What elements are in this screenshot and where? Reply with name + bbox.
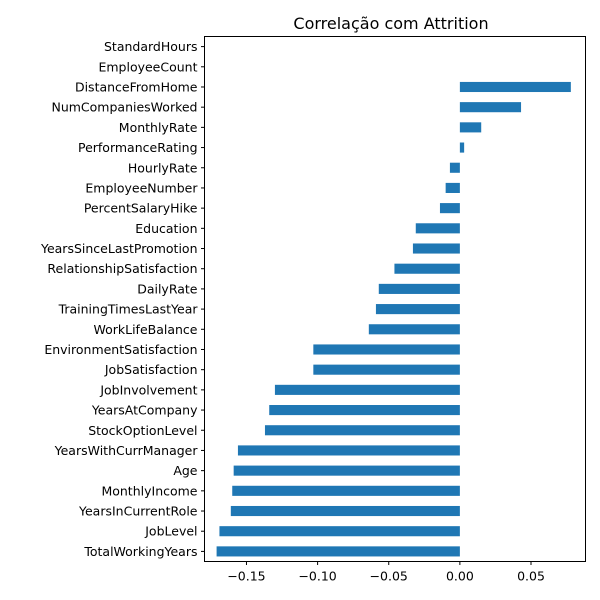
bar-years-with-curr-manager <box>237 445 460 456</box>
bars-group <box>216 81 571 557</box>
bar-relationship-satisfaction <box>394 263 460 274</box>
y-tick-label: MonthlyIncome <box>101 483 197 498</box>
bar-work-life-balance <box>368 324 460 335</box>
y-tick-label: StockOptionLevel <box>88 423 197 438</box>
bar-job-level <box>219 526 460 537</box>
bar-percent-salary-hike <box>439 203 460 214</box>
x-tick-label: 0.00 <box>446 569 474 584</box>
bar-years-in-current-role <box>230 505 460 517</box>
bar-environment-satisfaction <box>313 344 460 355</box>
y-tick-label: WorkLifeBalance <box>93 322 197 337</box>
y-tick-label: HourlyRate <box>128 160 198 175</box>
bar-years-at-company <box>269 405 460 416</box>
y-tick-label: YearsInCurrentRole <box>78 504 198 519</box>
y-tick-label: TrainingTimesLastYear <box>58 302 199 317</box>
y-tick-label: JobLevel <box>144 524 197 539</box>
y-tick-label: EnvironmentSatisfaction <box>44 342 197 357</box>
bar-stock-option-level <box>264 425 460 436</box>
bar-age <box>233 465 460 476</box>
bar-monthly-rate <box>459 122 482 133</box>
x-tick-label: −0.10 <box>298 569 336 584</box>
y-tick-label: RelationshipSatisfaction <box>47 261 197 276</box>
y-tick-label: JobSatisfaction <box>104 362 198 377</box>
y-tick-label: DailyRate <box>137 281 198 296</box>
bar-job-satisfaction <box>313 364 460 375</box>
bar-employee-number <box>445 182 460 193</box>
x-axis: −0.15 −0.10 −0.05 0.00 0.05 <box>227 561 545 584</box>
y-tick-label: EmployeeNumber <box>85 180 198 195</box>
y-axis: StandardHours EmployeeCount DistanceFromHo… <box>40 39 205 559</box>
y-tick-label: StandardHours <box>104 39 198 54</box>
y-tick-label: YearsSinceLastPromotion <box>40 241 198 256</box>
y-tick-label: PercentSalaryHike <box>84 201 198 216</box>
y-tick-label: PerformanceRating <box>78 140 198 155</box>
x-tick-label: −0.15 <box>227 569 265 584</box>
y-tick-label: JobInvolvement <box>99 382 197 397</box>
y-tick-label: Age <box>173 463 197 478</box>
y-tick-label: EmployeeCount <box>98 59 197 74</box>
bar-num-companies-worked <box>459 102 522 113</box>
bar-years-since-last-promotion <box>412 243 460 254</box>
bar-daily-rate <box>378 283 460 294</box>
bar-hourly-rate <box>449 162 460 173</box>
y-tick-label: DistanceFromHome <box>75 79 198 94</box>
bar-monthly-income <box>232 485 460 496</box>
y-tick-label: Education <box>135 221 197 236</box>
bar-education <box>415 223 460 234</box>
bar-training-times-last-year <box>375 304 460 315</box>
bar-performance-rating <box>459 142 465 153</box>
bar-total-working-years <box>216 546 460 557</box>
y-tick-label: NumCompaniesWorked <box>51 100 197 115</box>
x-tick-label: 0.05 <box>517 569 545 584</box>
y-tick-label: YearsWithCurrManager <box>54 443 199 458</box>
y-tick-label: MonthlyRate <box>119 120 198 135</box>
bar-job-involvement <box>274 384 460 395</box>
bar-distance-from-home <box>459 81 571 93</box>
y-tick-label: YearsAtCompany <box>91 403 198 418</box>
chart-title: Correlação com Attrition <box>293 14 488 33</box>
plot-frame <box>204 36 586 562</box>
y-tick-label: TotalWorkingYears <box>83 544 197 559</box>
x-tick-label: −0.05 <box>370 569 408 584</box>
